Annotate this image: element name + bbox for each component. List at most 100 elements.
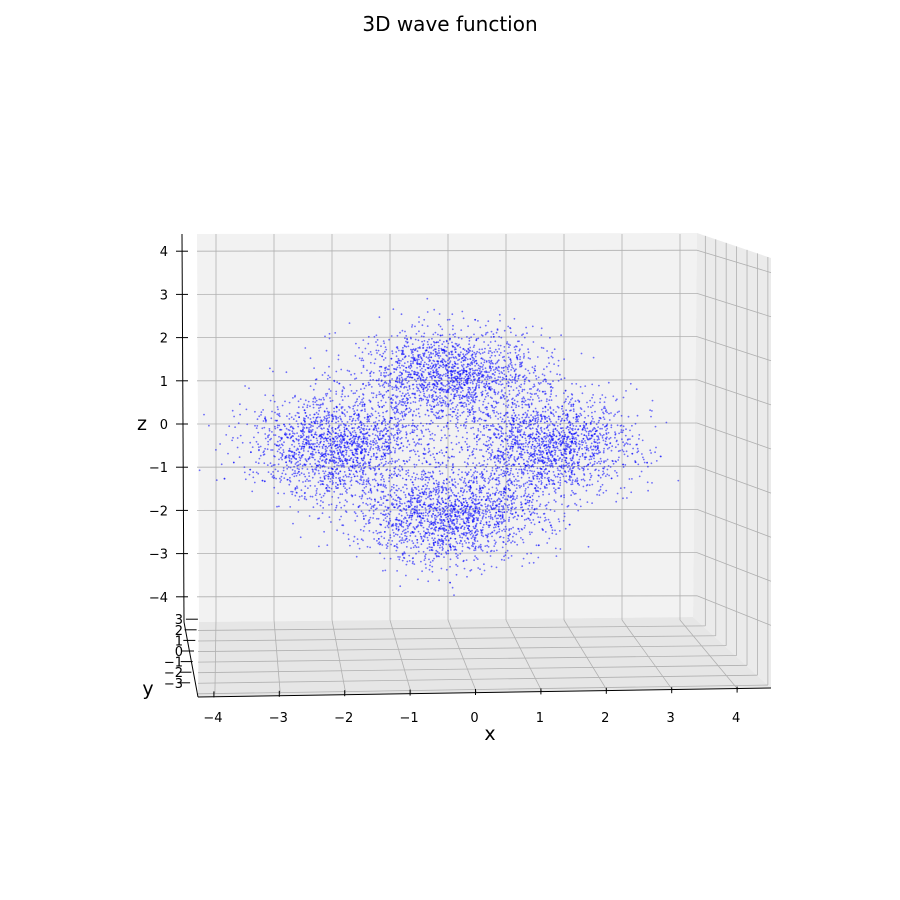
scatter-point [496, 360, 499, 363]
scatter-point [513, 403, 516, 405]
scatter-point [335, 481, 337, 484]
scatter-point [482, 515, 485, 517]
scatter-point [511, 513, 514, 515]
scatter-point [518, 468, 520, 471]
scatter-point [374, 421, 377, 423]
scatter-point [434, 541, 437, 544]
scatter-point [390, 357, 393, 360]
scatter-point [454, 346, 456, 349]
scatter-point [345, 490, 347, 493]
scatter-point [471, 491, 474, 494]
scatter-point [257, 431, 260, 434]
scatter-point [375, 349, 378, 352]
scatter-point [325, 407, 328, 410]
scatter-point [403, 532, 406, 534]
scatter-point [480, 520, 482, 522]
scatter-point [554, 529, 556, 532]
scatter-point [510, 541, 512, 544]
scatter-point [421, 359, 424, 362]
scatter-point [499, 510, 502, 513]
scatter-point [435, 411, 438, 414]
scatter-point [530, 388, 532, 390]
scatter-point [262, 454, 265, 456]
scatter-point [478, 508, 481, 510]
scatter-point [443, 360, 446, 362]
scatter-point [388, 513, 391, 516]
scatter-point [312, 416, 315, 419]
scatter-point [502, 541, 505, 544]
scatter-point [301, 464, 304, 467]
scatter-point [361, 351, 364, 354]
scatter-point [451, 410, 454, 413]
scatter-point [495, 520, 498, 523]
scatter-point [468, 337, 471, 340]
scatter-point [433, 439, 435, 442]
scatter-point [272, 370, 274, 373]
scatter-point [468, 397, 470, 400]
scatter-point [403, 460, 405, 463]
y-floor-grid-line [197, 645, 727, 652]
scatter-point [273, 476, 276, 479]
scatter-point [385, 547, 388, 549]
scatter-point [450, 393, 453, 396]
scatter-point [387, 385, 390, 387]
scatter-point [489, 347, 491, 349]
scatter-point [452, 545, 454, 547]
scatter-point [543, 368, 545, 371]
scatter-point [557, 481, 560, 484]
scatter-point [432, 497, 435, 500]
scatter-point [474, 534, 477, 537]
scatter-point [433, 413, 435, 416]
scatter-point [416, 541, 419, 544]
scatter-point [445, 425, 448, 428]
scatter-point [423, 457, 426, 459]
scatter-point [393, 423, 396, 426]
scatter-point [508, 478, 511, 480]
scatter-point [563, 496, 565, 499]
scatter-point [355, 480, 357, 483]
scatter-point [483, 563, 485, 566]
scatter-point [414, 453, 417, 456]
scatter-point [399, 430, 402, 433]
scatter-point [392, 486, 395, 489]
scatter-point [465, 421, 468, 423]
scatter-point [422, 474, 425, 476]
scatter-point [516, 340, 519, 343]
scatter-point [319, 423, 322, 426]
scatter-point [468, 497, 470, 500]
scatter-point [457, 344, 459, 347]
scatter-point [269, 367, 271, 370]
scatter-point [438, 552, 440, 555]
scatter-point [413, 497, 416, 500]
scatter-point [395, 351, 398, 353]
scatter-point [435, 351, 437, 353]
scatter-point [428, 396, 431, 398]
scatter-point [439, 509, 441, 512]
scatter-point [373, 441, 376, 444]
scatter-point [468, 479, 471, 482]
scatter-point [362, 483, 365, 485]
scatter-point [489, 369, 492, 372]
scatter-point [470, 537, 473, 540]
scatter-point [544, 531, 547, 533]
scatter-point [430, 389, 432, 392]
scatter-point [382, 411, 384, 414]
scatter-point [450, 366, 453, 369]
scatter-point [432, 510, 435, 512]
scatter-point [471, 386, 474, 389]
scatter-point [469, 388, 472, 391]
scatter-point [558, 520, 561, 523]
scatter-point [469, 393, 471, 396]
scatter-point [416, 506, 418, 509]
scatter-point [463, 477, 466, 480]
scatter-point [422, 398, 425, 401]
scatter-point [467, 527, 469, 530]
scatter-point [410, 547, 412, 549]
scatter-point [413, 531, 415, 534]
scatter-point [341, 435, 344, 438]
scatter-point [292, 432, 294, 435]
scatter-point [453, 360, 456, 363]
scatter-point [264, 394, 267, 396]
scatter-point [410, 488, 413, 491]
scatter-point [412, 422, 414, 425]
